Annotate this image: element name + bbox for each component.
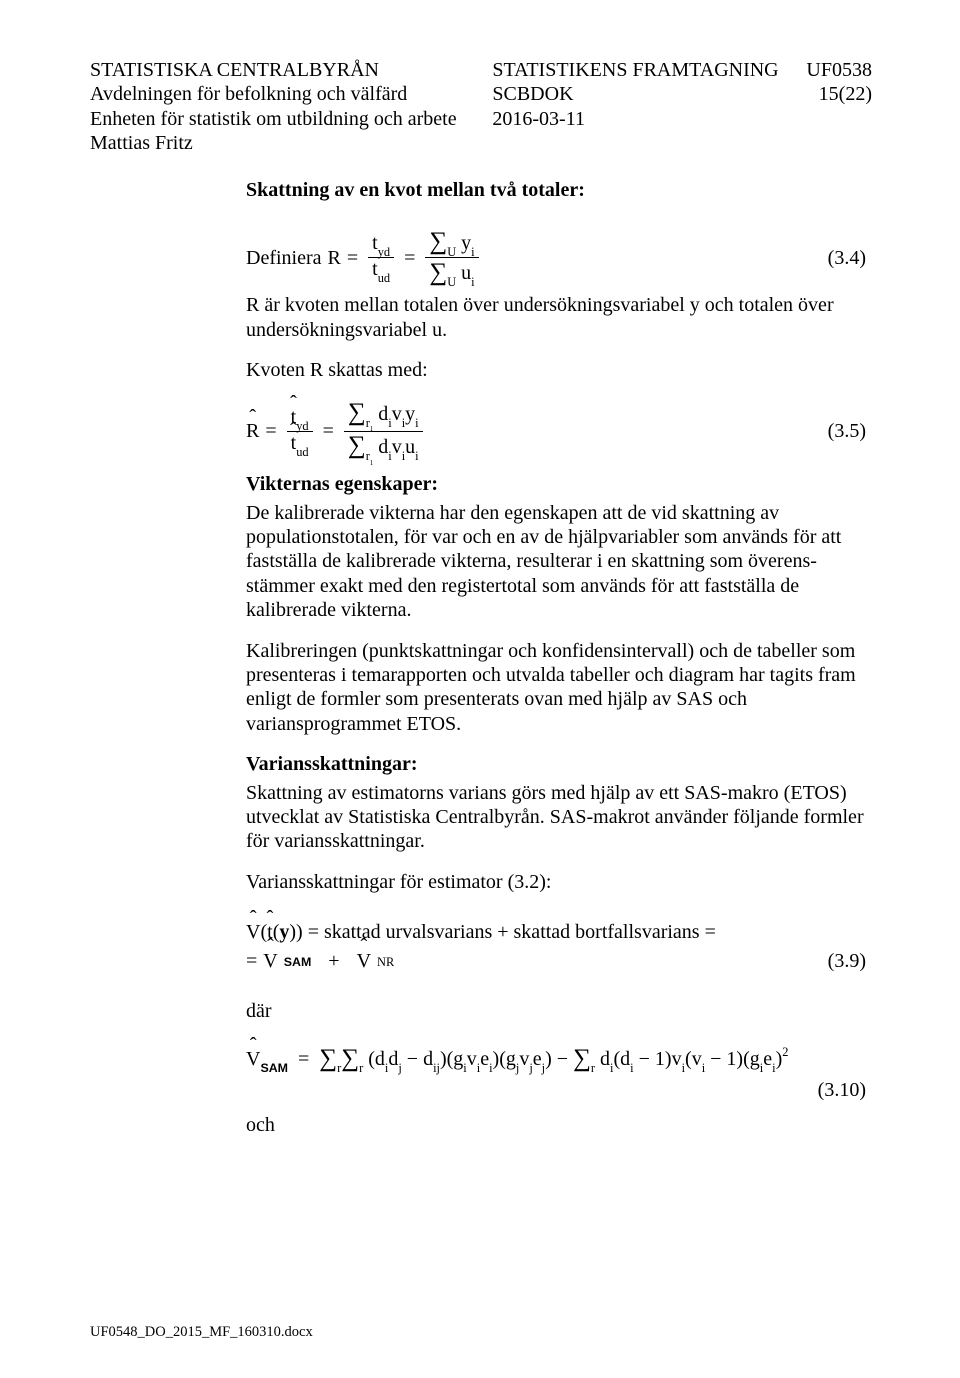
vsam-lhs: VSAM = ∑r∑r (didj − dij)(giviei)(gjvjej)…	[246, 1043, 788, 1074]
header-left: STATISTISKA CENTRALBYRÅN Avdelningen för…	[90, 58, 457, 156]
para-kal: Kalibreringen (punktskattningar och konf…	[246, 639, 866, 737]
sum-y: ∑U yi	[425, 228, 478, 258]
vty-line1: V(t(y)) = skattad urvalsvarians + skatta…	[246, 920, 866, 944]
Vhat-nr: V	[357, 949, 371, 973]
eqnum-3-9: (3.9)	[818, 949, 866, 973]
hdr-r1: UF0538	[806, 58, 872, 82]
varians-title: Variansskattningar:	[246, 752, 866, 776]
equals: =	[347, 246, 358, 270]
frac-sum: ∑U yi ∑U ui	[425, 228, 478, 288]
that-ud: tud	[287, 432, 313, 457]
equals2: =	[404, 246, 415, 270]
nr-sub: NR	[377, 955, 394, 970]
header: STATISTISKA CENTRALBYRÅN Avdelningen för…	[90, 58, 872, 156]
eq-3-4: Definiera R = tyd tud = ∑U yi ∑U ui (3.4…	[246, 228, 866, 288]
para-var2: Variansskattningar för estimator (3.2):	[246, 870, 866, 894]
vty-body: = V SAM + V NR	[246, 949, 394, 973]
yvec: y	[279, 921, 289, 943]
content: Skattning av en kvot mellan två totaler:…	[246, 178, 866, 1138]
hdr-l3: Enheten för statistik om utbildning och …	[90, 107, 457, 131]
frac-sum-dvy: ∑r1 diviyi ∑r1 diviui	[344, 399, 423, 465]
vikternas-title: Vikternas egenskaper:	[246, 472, 866, 496]
hdr-l1: STATISTISKA CENTRALBYRÅN	[90, 58, 457, 82]
sum-dvy: ∑r1 diviyi	[344, 399, 423, 432]
footer-filename: UF0548_DO_2015_MF_160310.docx	[90, 1324, 313, 1342]
Vhat-sam: V	[263, 949, 277, 973]
eqnum-3-10: (3.10)	[246, 1078, 866, 1102]
kvoten-title: Kvoten R skattas med:	[246, 358, 866, 382]
eq-3-5: R = tyd tud = ∑r1 diviyi ∑r1 diviui (3.5…	[246, 399, 866, 465]
header-mid: STATISTIKENS FRAMTAGNING SCBDOK 2016-03-…	[484, 58, 778, 156]
eq-prefix: =	[246, 949, 257, 973]
eq-3-4-body: Definiera R = tyd tud = ∑U yi ∑U ui	[246, 228, 483, 288]
och: och	[246, 1113, 866, 1137]
hdr-m2: SCBDOK	[492, 82, 778, 106]
hdr-l4: Mattias Fritz	[90, 131, 457, 155]
equals2: =	[323, 419, 334, 443]
title-skattning: Skattning av en kvot mellan två totaler:	[246, 178, 866, 202]
plus: +	[328, 949, 339, 973]
hdr-r2: 15(22)	[806, 82, 872, 106]
equals: =	[265, 419, 276, 443]
tud: tud	[368, 258, 394, 283]
eqnum-3-5: (3.5)	[818, 419, 866, 443]
hdr-m1: STATISTIKENS FRAMTAGNING	[492, 58, 778, 82]
eqnum-3-4: (3.4)	[818, 246, 866, 270]
header-right: UF0538 15(22)	[806, 58, 872, 156]
sum-dvu: ∑r1 diviui	[344, 432, 423, 464]
frac-t: tyd tud	[368, 232, 394, 284]
Vhat: V	[246, 920, 260, 944]
eq-3-10: VSAM = ∑r∑r (didj − dij)(giviei)(gjvjej)…	[246, 1043, 866, 1074]
def-label: Definiera	[246, 246, 322, 270]
vty-line2: = V SAM + V NR (3.9)	[246, 949, 866, 973]
R: R	[328, 246, 341, 270]
hdr-l2: Avdelningen för befolkning och välfärd	[90, 82, 457, 106]
hdr-m3: 2016-03-11	[492, 107, 778, 131]
para-vikt: De kalibrerade vikterna har den egenskap…	[246, 501, 866, 623]
page: STATISTISKA CENTRALBYRÅN Avdelningen för…	[0, 0, 960, 1378]
sum-u: ∑U ui	[425, 258, 478, 287]
dar: där	[246, 999, 866, 1023]
Rhat: R	[246, 419, 259, 443]
frac-that: tyd tud	[287, 406, 313, 458]
para-R: R är kvoten mellan totalen över undersök…	[246, 293, 866, 342]
tyd: tyd	[368, 232, 394, 258]
sam-sub: SAM	[284, 955, 312, 970]
eq-3-5-body: R = tyd tud = ∑r1 diviyi ∑r1 diviui	[246, 399, 427, 465]
para-var1: Skattning av estimatorns varians görs me…	[246, 781, 866, 854]
